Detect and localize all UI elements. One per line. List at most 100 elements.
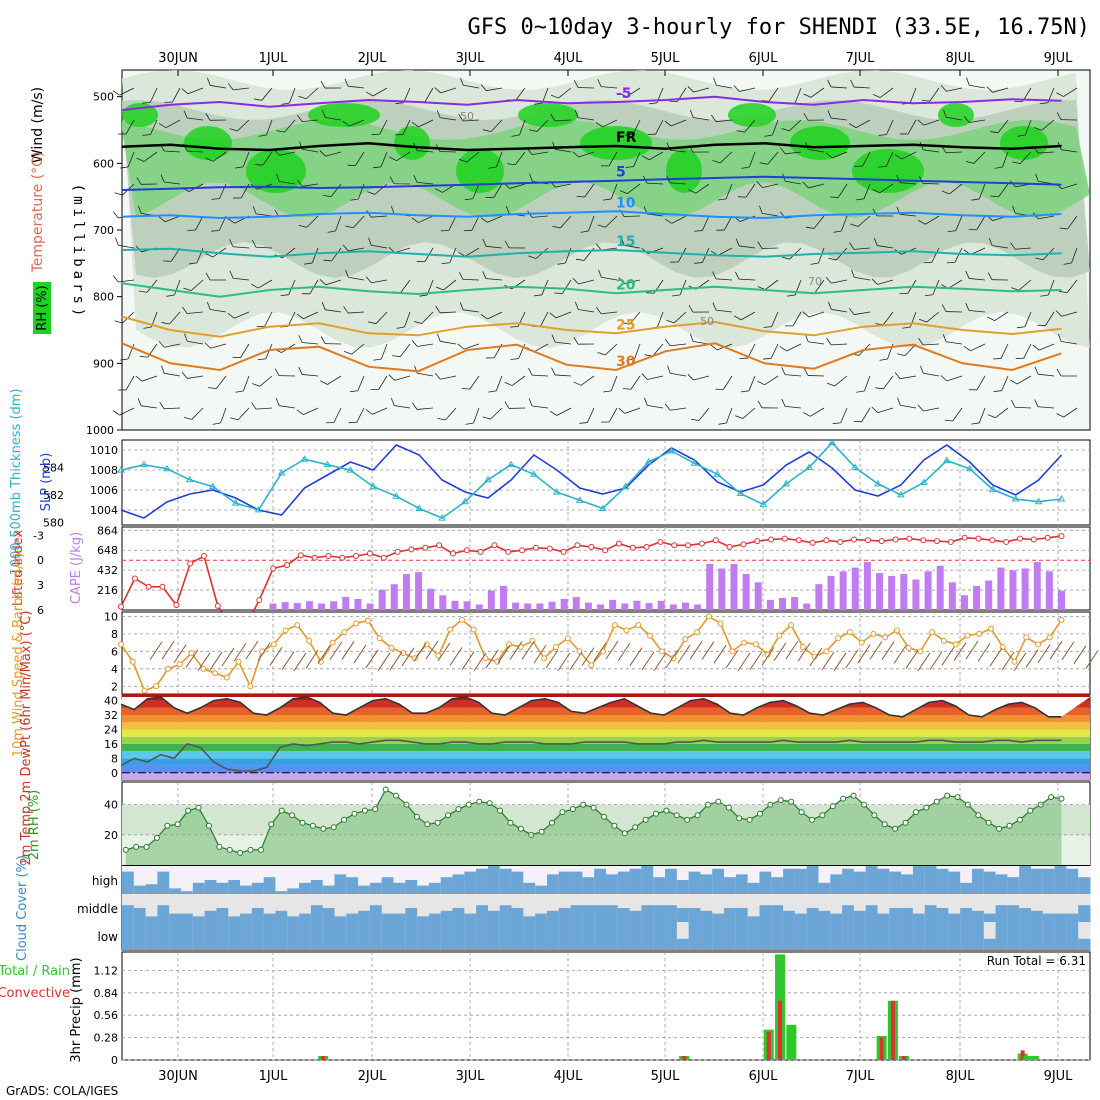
- wind-barb: [480, 215, 503, 223]
- wind-barb-flag: [871, 406, 878, 413]
- wind-barb-staff: [164, 372, 181, 377]
- rh-point: [268, 821, 275, 828]
- cape-bar: [621, 603, 629, 610]
- wind-barb-flag: [235, 166, 244, 169]
- wind-barb-staff: [174, 279, 181, 296]
- wind-barb-flag: [158, 340, 165, 348]
- slp-tick-label: 1010: [90, 444, 118, 457]
- cloud-middle-bar: [287, 916, 300, 922]
- wind-barb: [739, 343, 756, 359]
- wind-barb-staff: [813, 215, 825, 229]
- date-label-bottom: 1JUL: [259, 1069, 289, 1084]
- wind-barb: [232, 343, 250, 358]
- wind-barb-staff: [627, 183, 641, 194]
- wind-barb: [664, 215, 687, 224]
- wind-barb-flag: [597, 352, 606, 356]
- wind-barb: [158, 119, 181, 129]
- wind-barb: [435, 305, 457, 314]
- wind-speed-point: [682, 636, 689, 643]
- wind-barb: [785, 640, 799, 660]
- wind-barb: [254, 151, 273, 166]
- wind-barb: [966, 77, 986, 89]
- wind-speed-point: [294, 622, 301, 629]
- cloud-middle-bar: [157, 905, 170, 922]
- thickness-point: [185, 475, 194, 483]
- wind-barb-flag: [601, 421, 610, 423]
- cape-bar: [366, 603, 374, 610]
- cloud-high-bar: [476, 868, 489, 894]
- wind-barb-flag: [597, 224, 606, 228]
- wind-speed-point: [247, 683, 254, 690]
- wind-barb: [1063, 247, 1078, 265]
- thickness-point: [117, 466, 125, 473]
- wind-barb-flag: [573, 80, 579, 88]
- wind-barb: [230, 407, 250, 421]
- wind-speed-point: [188, 650, 195, 657]
- wind-barb-flag: [488, 390, 497, 393]
- cape-frame: [121, 526, 1091, 611]
- wind-barb-staff: [929, 87, 940, 102]
- wind-barb: [688, 304, 710, 313]
- wind-barb-flag: [480, 314, 488, 320]
- wind-barb-flag: [672, 294, 681, 297]
- wind-barb-flag: [918, 176, 924, 184]
- wind-speed-point: [729, 648, 736, 655]
- wind-barb-staff: [380, 343, 388, 360]
- cloud-high-bar: [322, 885, 335, 894]
- cloud-high-bar: [806, 866, 819, 894]
- thickness-point: [346, 466, 355, 473]
- rh-point: [122, 846, 129, 853]
- wind-barb-flag: [1063, 262, 1072, 265]
- wind-barb-flag: [298, 95, 307, 100]
- cape-bar: [487, 590, 495, 610]
- wind-barb-staff: [970, 343, 986, 352]
- wind-barb-staff: [237, 119, 250, 132]
- cloud-high-bar: [971, 868, 985, 894]
- wind-barb-flag: [902, 326, 911, 329]
- cape-bar: [960, 595, 968, 610]
- wind-barb-staff: [742, 407, 756, 419]
- cloud-middle-bar: [511, 908, 524, 922]
- cape-bar: [499, 586, 507, 610]
- lifted-index-point: [920, 537, 927, 544]
- wind-barb-flag: [504, 240, 510, 249]
- wind-barb: [411, 339, 434, 347]
- cloud-high-bar: [1066, 868, 1079, 894]
- wind-barb-flag: [621, 322, 630, 325]
- wind-barb: [1049, 641, 1063, 660]
- cloud-middle-bar: [971, 910, 985, 922]
- wind-barb-flag: [112, 275, 119, 283]
- lifted-index-point: [726, 543, 733, 550]
- wind-barb: [507, 151, 526, 166]
- wind-barb-flag: [596, 307, 602, 315]
- wind-barb-flag: [576, 195, 585, 198]
- precip-convective-bar: [902, 1056, 907, 1060]
- cloud-high-bar: [452, 874, 465, 894]
- wind-speed-point: [270, 641, 277, 648]
- lifted-index-point: [283, 562, 290, 569]
- wind-barb-staff: [633, 151, 641, 167]
- wind-barb-staff: [726, 407, 733, 424]
- wind-barb: [871, 406, 894, 413]
- rh-point: [756, 810, 763, 817]
- wind-barb-flag: [669, 100, 678, 102]
- wind-barb: [233, 642, 247, 662]
- wind-barb: [894, 372, 917, 380]
- wind-barb-staff: [1015, 247, 1032, 250]
- wind-barb: [971, 183, 986, 201]
- wind-barb: [205, 272, 227, 281]
- wind-speed-point: [952, 641, 959, 648]
- wind-barb-flag: [528, 367, 533, 376]
- wind-speed-point: [1034, 641, 1041, 648]
- wind-barb: [917, 404, 940, 412]
- wind-barb-flag: [1037, 324, 1046, 326]
- cloud-high-bar: [381, 877, 395, 894]
- wind-barb: [253, 87, 273, 101]
- cloud-middle-bar: [346, 913, 359, 922]
- wind-speed-point: [893, 627, 900, 634]
- wind-barb-flag: [120, 166, 129, 169]
- wind-barb-flag: [411, 121, 419, 128]
- wind-barb: [850, 215, 871, 227]
- wind-barb-flag: [183, 110, 188, 119]
- wind-barb-staff: [150, 119, 158, 135]
